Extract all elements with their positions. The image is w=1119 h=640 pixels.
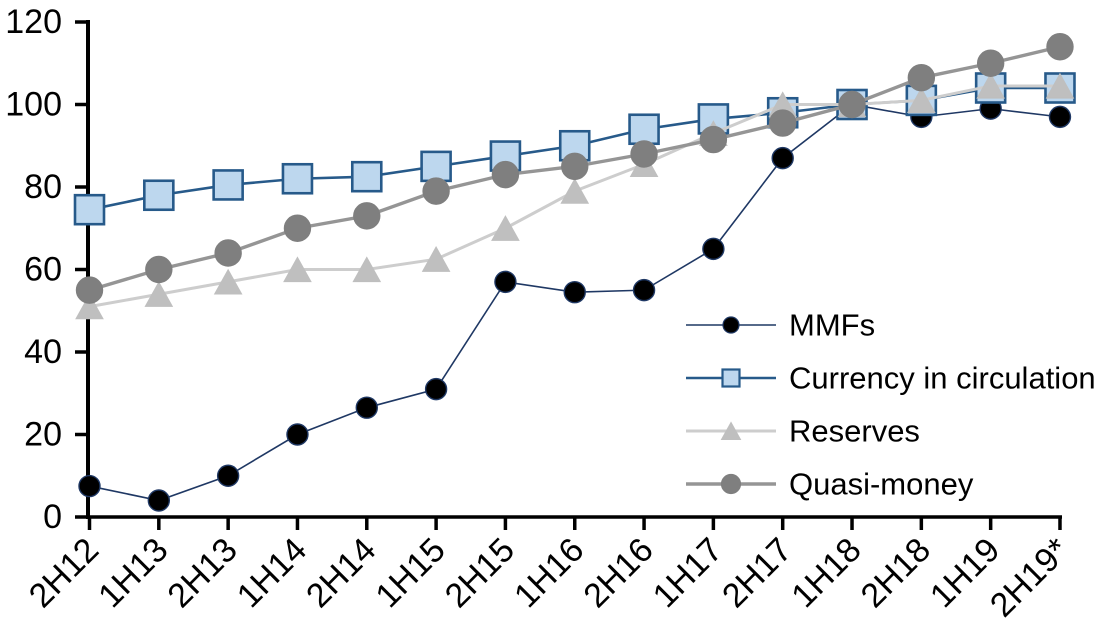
data-point-reserves: [283, 256, 312, 283]
data-point-quasi-money: [907, 63, 936, 92]
y-tick-label: 100: [5, 86, 62, 124]
data-point-quasi-money: [214, 239, 242, 267]
y-tick-label: 120: [5, 3, 62, 41]
data-point-quasi-money: [838, 90, 866, 119]
data-point-quasi-money: [145, 255, 173, 284]
data-point-quasi-money: [976, 49, 1005, 77]
data-point-mmfs: [702, 237, 725, 261]
data-point-mmfs: [355, 396, 378, 419]
x-tick-label: 1H14: [230, 531, 314, 615]
data-point-quasi-money: [422, 177, 450, 205]
legend-item-currency-in-circulation: Currency in circulation: [686, 361, 1096, 396]
data-point-mmfs: [424, 377, 448, 401]
legend: MMFs Currency in circulation Reserves Quasi…: [686, 308, 1096, 502]
data-point-reserves: [906, 87, 936, 114]
data-point-quasi-money: [561, 152, 589, 181]
data-point-reserves: [213, 268, 243, 295]
legend-label-reserves: Reserves: [789, 414, 920, 449]
legend-marker-reserves: [720, 421, 742, 441]
data-point-currency-in-circulation: [420, 150, 452, 183]
data-point-quasi-money: [75, 276, 104, 304]
data-point-reserves: [491, 215, 520, 241]
data-point-mmfs: [494, 270, 517, 294]
x-tick-label: 2H15: [438, 531, 522, 615]
legend-label-mmfs: MMFs: [789, 308, 875, 343]
data-point-mmfs: [216, 464, 240, 487]
series-quasi-money: [75, 33, 1074, 304]
data-point-mmfs: [286, 423, 309, 446]
data-point-currency-in-circulation: [143, 179, 175, 212]
data-point-reserves: [421, 246, 451, 272]
data-point-reserves: [1045, 72, 1075, 99]
data-point-reserves: [560, 177, 590, 204]
data-point-currency-in-circulation: [73, 193, 106, 226]
data-point-mmfs: [1048, 105, 1072, 129]
x-tick-label: 2H12: [22, 531, 106, 615]
y-tick-label: 20: [24, 416, 62, 454]
data-point-quasi-money: [353, 202, 381, 230]
data-point-quasi-money: [283, 214, 312, 242]
data-point-quasi-money: [699, 125, 728, 154]
x-tick-label: 1H15: [368, 531, 452, 615]
data-point-currency-in-circulation: [350, 160, 383, 193]
legend-item-quasi-money: Quasi-money: [686, 467, 974, 502]
x-tick-label: 2H13: [160, 531, 244, 615]
data-point-currency-in-circulation: [212, 169, 244, 201]
data-point-reserves: [144, 281, 174, 307]
data-point-quasi-money: [491, 160, 520, 189]
data-point-mmfs: [632, 278, 656, 302]
legend-marker-mmfs: [722, 316, 740, 334]
legend-item-reserves: Reserves: [686, 414, 920, 449]
legend-label-quasi-money: Quasi-money: [789, 467, 974, 502]
x-tick-label: 1H18: [784, 531, 868, 615]
data-point-reserves: [75, 293, 104, 320]
x-tick-label: 2H16: [576, 531, 660, 615]
y-tick-label: 40: [24, 333, 62, 371]
x-tick-label: 2H18: [854, 531, 938, 615]
data-point-quasi-money: [769, 109, 797, 137]
data-point-currency-in-circulation: [628, 113, 660, 146]
y-tick-label: 0: [43, 498, 62, 536]
x-tick-label: 2H14: [299, 531, 383, 615]
y-tick-label: 80: [24, 168, 62, 206]
data-point-reserves: [352, 256, 382, 283]
x-tick-label: 1H16: [507, 531, 591, 615]
data-point-mmfs: [771, 146, 794, 170]
x-tick-label: 1H17: [646, 531, 730, 615]
x-tick-label: 2H19*: [983, 531, 1077, 625]
data-point-mmfs: [78, 474, 101, 498]
legend-marker-quasi-money: [720, 473, 742, 495]
x-tick-label: 1H13: [91, 531, 175, 615]
legend-label-currency-in-circulation: Currency in circulation: [789, 361, 1096, 396]
data-point-mmfs: [563, 280, 586, 304]
data-point-quasi-money: [1046, 33, 1074, 61]
legend-marker-currency-in-circulation: [721, 368, 741, 388]
data-point-reserves: [976, 72, 1006, 99]
data-point-mmfs: [147, 489, 171, 512]
y-tick-label: 60: [24, 251, 62, 289]
data-point-quasi-money: [630, 140, 658, 168]
data-point-currency-in-circulation: [281, 162, 314, 195]
legend-item-mmfs: MMFs: [686, 308, 875, 343]
x-tick-label: 2H17: [715, 531, 799, 615]
